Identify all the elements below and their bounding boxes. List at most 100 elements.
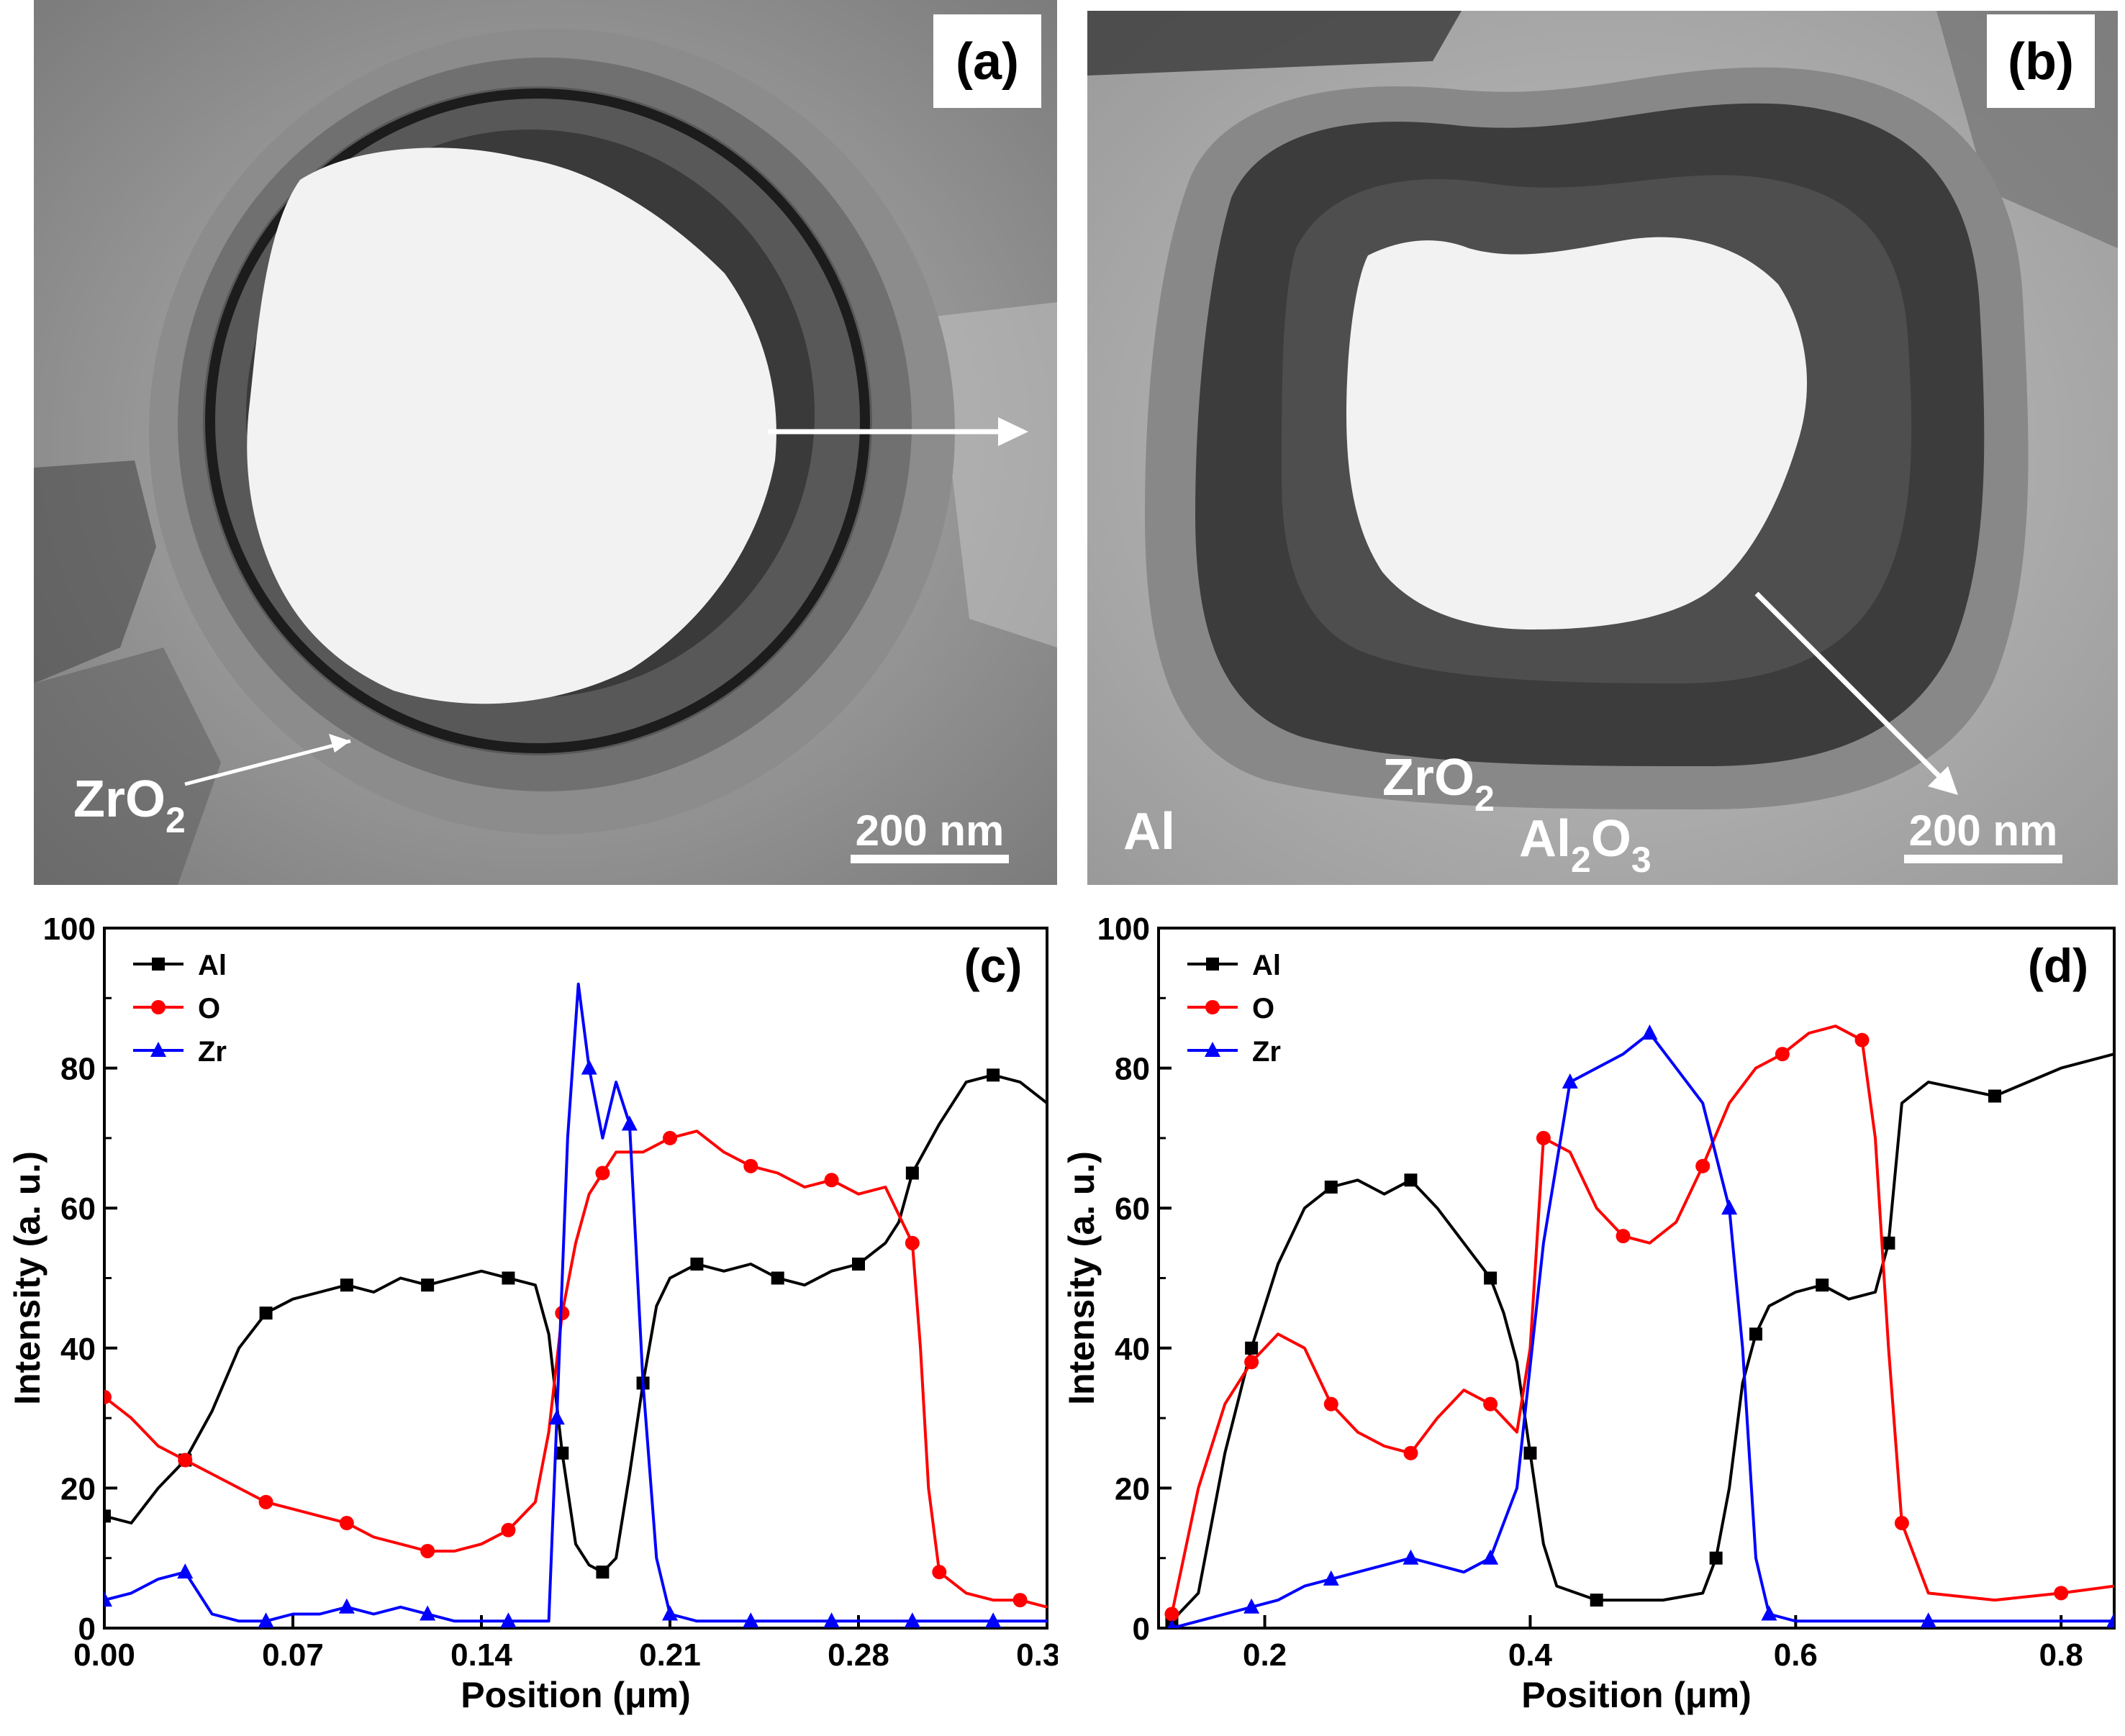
series-zr: [104, 982, 1047, 1628]
data-point-zr: [621, 1115, 638, 1131]
tem-image-b: (b) Al ZrO2 Al2O3 200 nm: [1087, 11, 2118, 885]
data-point-o: [932, 1565, 947, 1580]
series-al: [104, 1068, 1047, 1579]
data-point-zr: [1721, 1199, 1738, 1215]
series-o: [1164, 1024, 2114, 1622]
legend-entry-o: O: [1187, 993, 1274, 1024]
x-tick-label: 0.00: [73, 1637, 135, 1673]
y-tick-label: 80: [60, 1052, 96, 1087]
y-tick-label: 60: [1115, 1191, 1150, 1227]
data-point-o: [420, 1543, 435, 1558]
data-point-o: [1403, 1445, 1418, 1460]
panel-tag-box-b: [1987, 14, 2095, 108]
panel-tag: (c): [964, 939, 1023, 992]
x-tick-label: 0.6: [1774, 1637, 1818, 1673]
data-point-al: [771, 1271, 784, 1285]
x-tick-label: 0.8: [2039, 1637, 2083, 1673]
data-point-al: [1590, 1594, 1603, 1607]
data-point-al: [905, 1166, 919, 1180]
data-point-o: [1323, 1396, 1338, 1412]
data-point-al: [596, 1565, 610, 1579]
y-tick-label: 20: [1115, 1471, 1150, 1506]
legend-marker: [152, 958, 165, 971]
data-point-zr: [338, 1598, 355, 1614]
data-point-al: [104, 1509, 111, 1523]
plot-frame: [103, 927, 1048, 1630]
data-point-zr: [177, 1563, 194, 1579]
data-point-zr: [2106, 1612, 2114, 1628]
legend-marker: [1205, 1042, 1220, 1057]
x-axis-label: Position (μm): [461, 1675, 690, 1715]
data-point-zr: [823, 1612, 840, 1628]
x-tick-label: 0.07: [262, 1637, 324, 1673]
legend-label: Zr: [198, 1036, 227, 1068]
data-point-zr: [1243, 1598, 1260, 1614]
series-line-al: [104, 1073, 1047, 1574]
data-point-o: [1854, 1032, 1870, 1047]
data-point-zr: [1482, 1549, 1499, 1565]
line-scan-arrow: [1754, 591, 1946, 783]
data-point-al: [1404, 1173, 1418, 1187]
data-point-al: [1245, 1341, 1259, 1355]
data-point-zr: [1920, 1612, 1936, 1628]
data-point-o: [1536, 1130, 1551, 1145]
x-axis-label: Position (μm): [1521, 1675, 1751, 1715]
scale-bar-b: [1904, 855, 2062, 863]
legend-entry-al: Al: [133, 950, 227, 981]
y-axis-label: Intensity (a. u.): [7, 1151, 47, 1405]
data-point-al: [421, 1278, 435, 1292]
chart-d: 0 20 40 60 80 100 0.2 0.4 0.6 0.8 Position (μm) Int…: [1061, 912, 2116, 1715]
data-point-al: [340, 1278, 353, 1292]
tem-image-b-drawing: (b) Al ZrO2 Al2O3 200 nm: [1087, 11, 2118, 885]
legend-label: Al: [1252, 950, 1281, 981]
x-tick-label: 0.21: [639, 1637, 701, 1673]
data-point-al: [1749, 1327, 1762, 1341]
al-label-b: Al: [1123, 803, 1175, 860]
x-tick-label: 0.14: [450, 1637, 512, 1673]
legend-entry-zr: Zr: [1187, 1036, 1281, 1068]
data-point-al: [690, 1258, 704, 1271]
data-point-zr: [1761, 1605, 1777, 1621]
data-point-o: [1616, 1229, 1631, 1244]
data-point-o: [501, 1522, 516, 1537]
data-point-o: [104, 1389, 112, 1404]
y-tick-label: 60: [60, 1191, 96, 1227]
legend-entry-al: Al: [1187, 950, 1281, 981]
series-al: [1165, 1053, 2114, 1628]
y-tick-label: 40: [60, 1332, 96, 1367]
legend-label: Al: [198, 950, 227, 981]
data-point-o: [339, 1516, 354, 1531]
data-point-zr: [500, 1612, 517, 1628]
y-tick-label: 100: [1097, 912, 1150, 947]
data-point-al: [1816, 1278, 1829, 1292]
void-core: [1346, 237, 1807, 630]
data-point-zr: [1167, 1619, 1177, 1628]
al2o3-label-b: Al2O3: [1519, 810, 1651, 880]
y-tick-label: 0: [1133, 1612, 1150, 1647]
data-point-o: [258, 1494, 273, 1509]
data-point-zr: [1562, 1073, 1578, 1089]
data-point-o: [743, 1158, 758, 1173]
legend-entry-zr: Zr: [133, 1036, 227, 1068]
panel-tag-b: (b): [2008, 33, 2074, 91]
panel-tag: (d): [2028, 939, 2088, 992]
data-point-o: [824, 1173, 839, 1188]
data-point-zr: [904, 1612, 920, 1628]
data-point-al: [1882, 1236, 1895, 1250]
data-point-o: [1695, 1158, 1711, 1173]
data-point-zr: [548, 1409, 565, 1425]
void-core: [247, 147, 776, 704]
y-tick-label: 40: [1115, 1332, 1150, 1367]
data-point-al: [1988, 1089, 2001, 1103]
data-point-zr: [662, 1605, 678, 1621]
series-line-o: [104, 1130, 1047, 1609]
legend-label: O: [198, 993, 220, 1024]
data-point-o: [595, 1165, 610, 1181]
x-tick-label: 0.28: [828, 1637, 889, 1673]
series-line-zr: [104, 982, 1047, 1623]
plot-frame: [1157, 927, 2116, 1630]
chart-c: 0 20 40 60 80 100 0.00 0.07 0.14 0.21 0.28 0.35 Posi…: [7, 912, 1058, 1715]
y-tick-label: 80: [1115, 1052, 1150, 1087]
data-point-al: [1484, 1271, 1498, 1285]
legend-marker: [1205, 1000, 1220, 1014]
